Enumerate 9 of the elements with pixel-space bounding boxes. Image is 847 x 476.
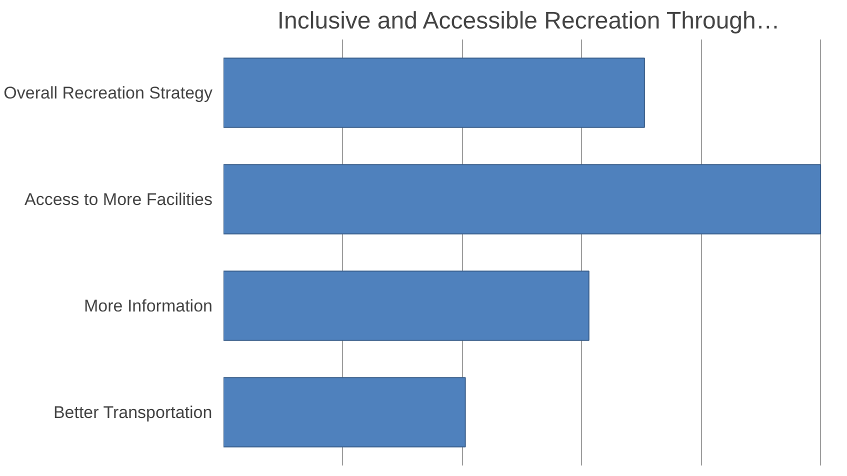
bar <box>224 270 590 341</box>
bar <box>224 164 822 234</box>
bar <box>224 377 466 448</box>
chart-title: Inclusive and Accessible Recreation Through… <box>277 8 780 34</box>
bar <box>224 58 645 128</box>
y-tick-label: Better Transportation <box>53 402 212 422</box>
y-tick-label: Overall Recreation Strategy <box>4 83 213 102</box>
y-tick-label: More Information <box>84 296 213 316</box>
y-tick-label: Access to More Facilities <box>24 190 213 209</box>
